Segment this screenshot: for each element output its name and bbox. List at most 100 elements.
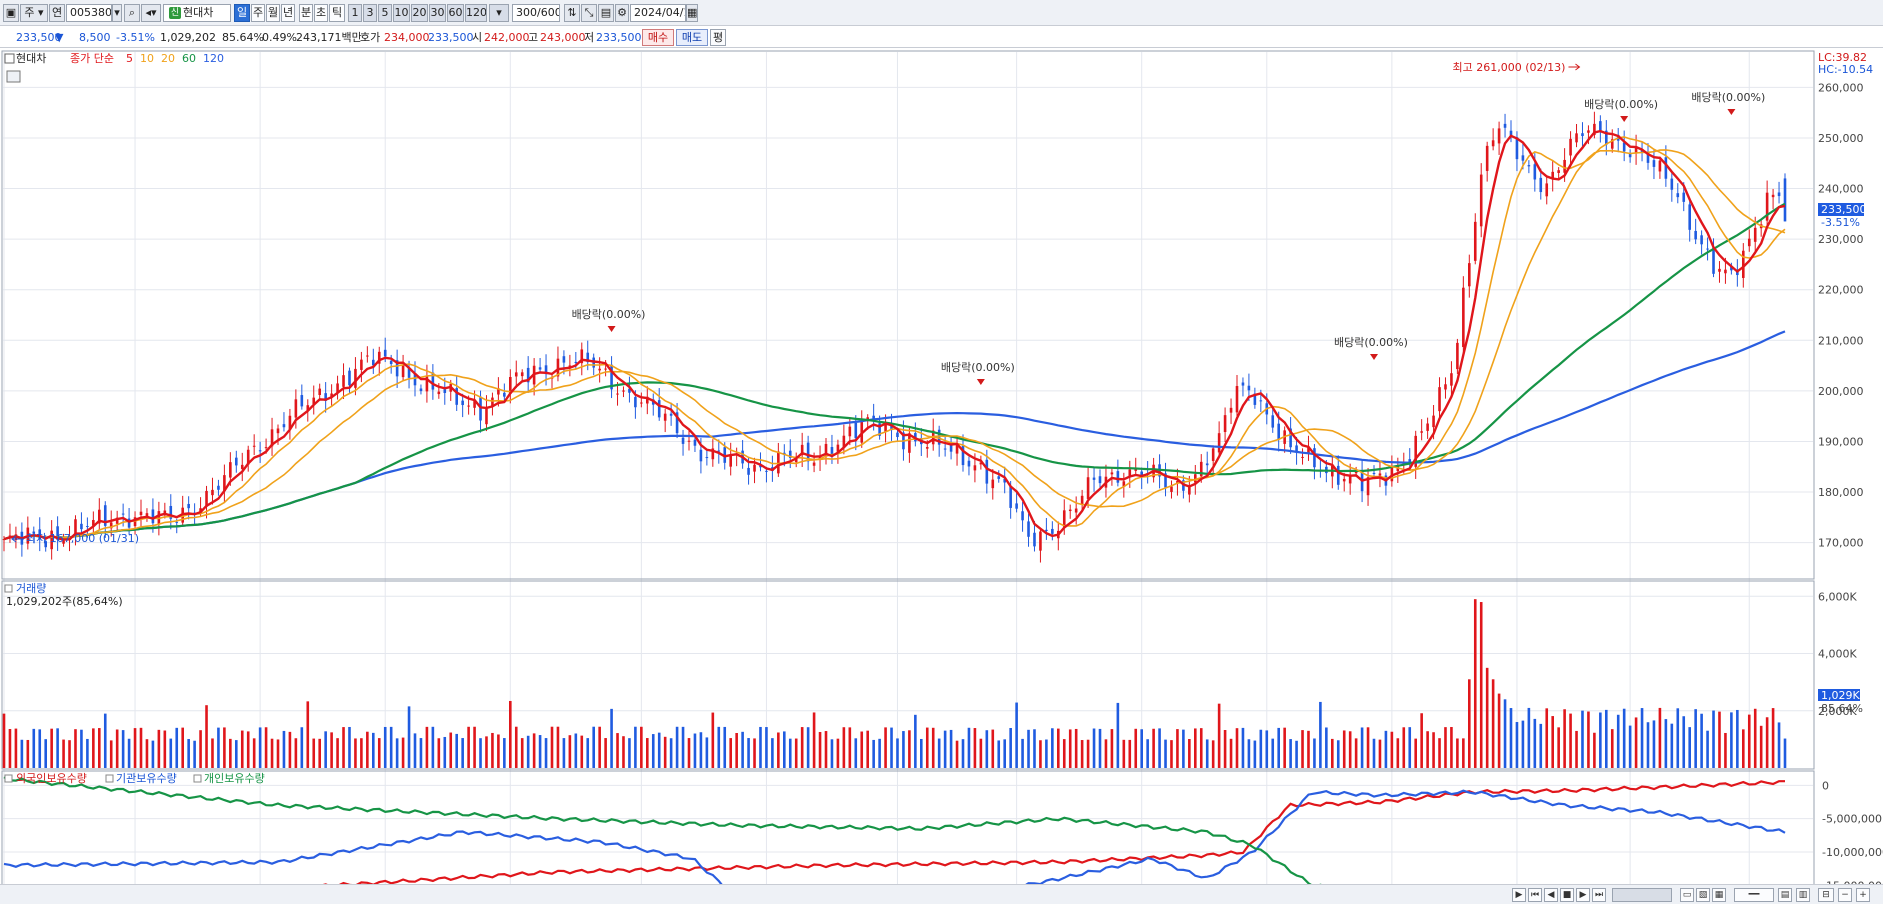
volume-bar [783,731,786,768]
volume-bar [1217,703,1221,768]
sell-button[interactable]: 매도 [676,29,708,46]
zoom-out-button[interactable]: − [1838,888,1852,902]
volume-bar [1188,738,1191,768]
candle-body [800,444,804,456]
stock-chart[interactable]: 170,000 180,000 190,000 200,000 210,000 220,0… [0,49,1883,884]
date-input[interactable]: 2024/04/17 [630,4,686,22]
volume-bar [1372,738,1376,768]
tool-5-icon[interactable]: ▥ [1796,888,1810,902]
data-count-value: 300 [516,6,537,19]
price-pane[interactable]: 170,000 180,000 190,000 200,000 210,000 220,0… [1,50,1873,580]
candle-body [1033,532,1036,547]
tool-3-icon[interactable]: ▦ [1712,888,1726,902]
crosshair-icon[interactable]: ⤡ [581,4,597,22]
scroll-play-button[interactable]: ▶ [1512,888,1526,902]
time-range-slider[interactable]: ━━ [1734,888,1774,902]
candle-body [991,479,995,489]
pane-toggle-icon[interactable] [4,53,15,64]
period-day-button[interactable]: 일 [234,4,250,22]
interval-custom-select[interactable]: ▾ [489,4,509,22]
volume-bar [252,738,256,768]
scroll-prev-button[interactable]: ◀ [1544,888,1558,902]
interval-60-button[interactable]: 60 [447,4,464,22]
candle-body [1015,503,1018,509]
volume-bar [1545,708,1549,768]
prev-stock-icon[interactable]: ◂▾ [141,4,161,22]
volume-bar [1098,728,1102,768]
data-count-input[interactable]: 300/600 [512,4,560,22]
holdings-lines [3,776,1786,884]
period-month-button[interactable]: 월 [266,4,280,22]
candle-body [1414,435,1417,467]
institution-toggle-icon[interactable] [105,774,114,783]
interval-120-button[interactable]: 120 [465,4,487,22]
volume-toggle-icon[interactable] [4,584,13,593]
volume-bar [1587,711,1590,768]
candle-body [1211,448,1215,461]
period-minute-button[interactable]: 분 [299,4,313,22]
scroll-stop-button[interactable]: ■ [1560,888,1574,902]
tool-2-icon[interactable]: ▧ [1696,888,1710,902]
period-second-button[interactable]: 초 [314,4,328,22]
candle-body [1098,476,1102,484]
period-unit-select[interactable]: 주 ▾ [20,4,48,22]
legend-ma120: 120 [203,52,224,65]
layout-icon[interactable]: ▣ [3,4,19,22]
open-label: 시 [472,31,483,44]
chart-type-icon[interactable]: ⇅ [564,4,580,22]
volume-bar [139,727,143,768]
evaluate-button[interactable]: 평 [710,29,726,46]
volume-bar [878,738,881,768]
candle-body [1676,193,1680,198]
calendar-icon[interactable]: ▦ [686,4,698,22]
code-dropdown-icon[interactable]: ▾ [112,4,122,22]
stock-name-field[interactable]: 신 현대차 [163,4,231,22]
candle-body [1545,183,1549,197]
table-toggle-icon[interactable] [6,70,21,83]
volume-bar [1301,730,1304,768]
tool-1-icon[interactable]: ▭ [1680,888,1694,902]
candle-body [610,364,613,390]
cycle-select[interactable]: 연 [49,4,65,22]
holdings-pane[interactable]: 0 -5,000,000 -10,000,000 -15,000,000 외국인보유수… [1,770,1883,884]
volume-bar [1462,738,1465,768]
interval-30-button[interactable]: 30 [429,4,446,22]
volume-bar [628,738,631,768]
scroll-thumb[interactable] [1612,888,1672,902]
volume-bar [634,726,637,768]
interval-3-button[interactable]: 3 [363,4,377,22]
interval-10-button[interactable]: 10 [393,4,410,22]
interval-5-button[interactable]: 5 [378,4,392,22]
individual-toggle-icon[interactable] [193,774,202,783]
interval-1-button[interactable]: 1 [348,4,362,22]
holdings-toggle-icon[interactable] [4,774,13,783]
candle-body [157,511,161,524]
volume-bar [657,732,661,768]
tool-6-icon[interactable]: ⊟ [1818,888,1834,902]
period-tick-button[interactable]: 틱 [329,4,345,22]
volume-bar [1289,739,1292,768]
period-year-button[interactable]: 년 [281,4,295,22]
candle-body [878,423,881,436]
gear-icon[interactable]: ⚙ [615,4,629,22]
volume-bar [616,733,619,768]
stock-code-input[interactable]: 005380 [66,4,112,22]
volume-bar [1765,717,1769,768]
volume-bar [1444,727,1447,768]
volume-bar [556,726,560,768]
scroll-next-button[interactable]: ▶ [1576,888,1590,902]
tool-4-icon[interactable]: ▤ [1778,888,1792,902]
period-week-button[interactable]: 주 [251,4,265,22]
save-icon[interactable]: ▤ [598,4,614,22]
candle-body [1533,164,1537,180]
volume-bar [854,738,858,768]
interval-20-button[interactable]: 20 [411,4,428,22]
volume-bar [836,738,840,768]
volume-bar [127,738,131,768]
zoom-in-button[interactable]: + [1856,888,1870,902]
search-icon[interactable]: ⌕ [124,4,140,22]
scroll-last-button[interactable]: ⏭ [1592,888,1606,902]
volume-pane[interactable]: 2,000K 4,000K 6,000K 거래량 1,029,202주(85,64%… [1,580,1863,770]
buy-button[interactable]: 매수 [642,29,674,46]
scroll-first-button[interactable]: ⏮ [1528,888,1542,902]
